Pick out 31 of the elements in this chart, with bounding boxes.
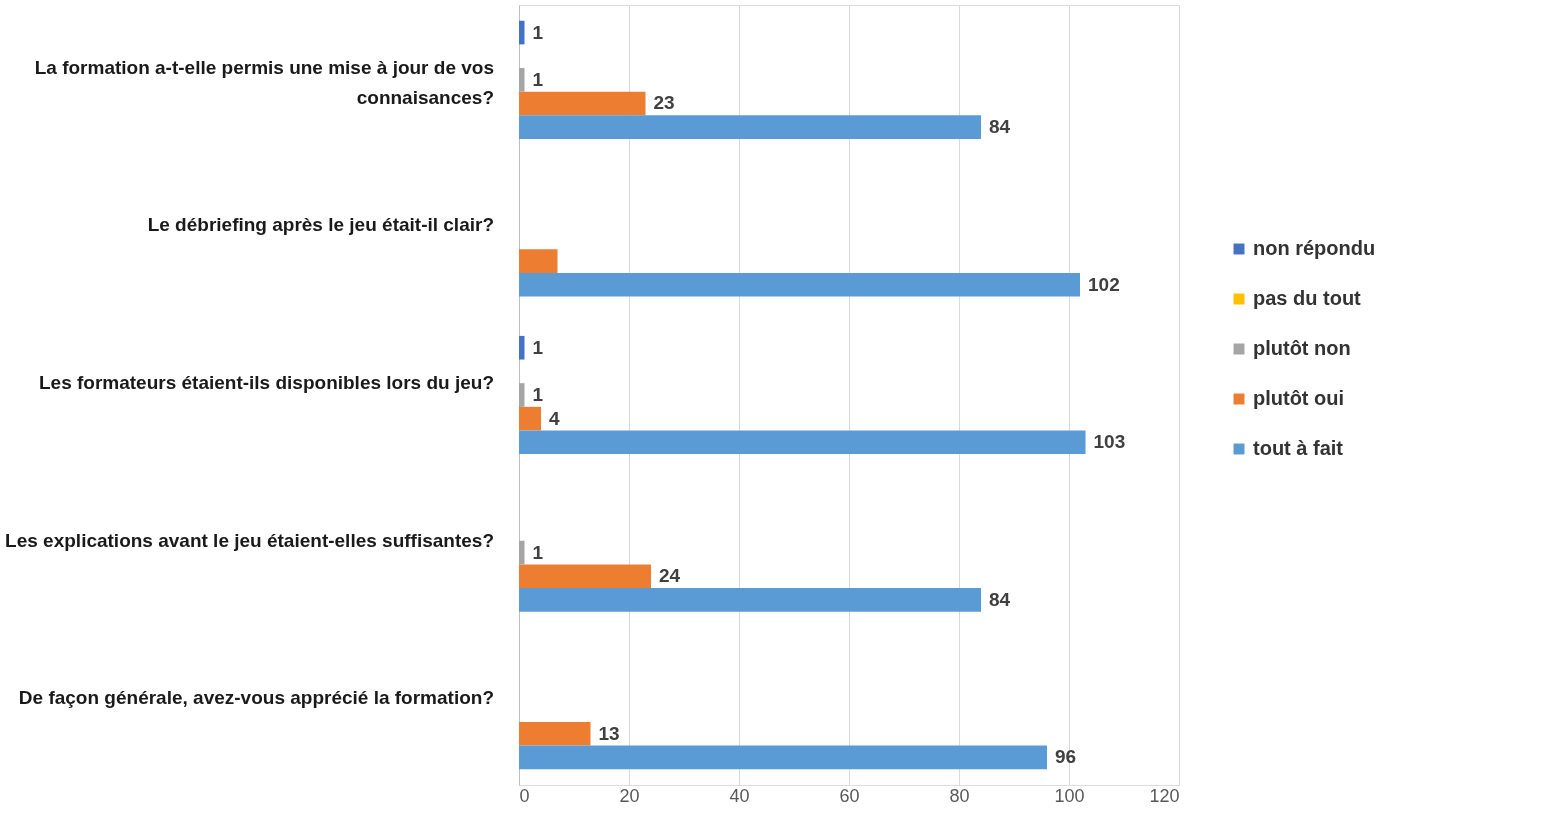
data-label: 1 (532, 21, 544, 43)
data-label: 4 (549, 407, 560, 429)
data-label: 1 (532, 68, 544, 90)
y-tick-label: De façon générale, avez-vous apprécié la formation? (18, 687, 494, 709)
data-label: 1 (532, 336, 544, 358)
data-label: 23 (653, 92, 675, 114)
data-label: 84 (989, 588, 1011, 610)
data-label: 1 (532, 384, 544, 405)
y-tick-label: Les formateurs étaient-ils disponibles lors du jeu? (38, 372, 494, 393)
legend-label: plutôt oui (1253, 387, 1345, 409)
data-label: 103 (1093, 431, 1126, 453)
data-label: 84 (989, 116, 1011, 138)
x-tick-label: 40 (729, 785, 750, 806)
x-tick-label: 20 (619, 785, 640, 806)
data-label: 96 (1055, 746, 1077, 768)
x-tick-label: 0 (519, 785, 530, 806)
y-tick-label: Le débriefing après le jeu était-il clair? (147, 214, 494, 236)
x-tick-label: 80 (949, 785, 970, 806)
data-label: 102 (1088, 273, 1120, 295)
y-tick-label: La formation a-t-elle permis une mise à jour de vos connaisances? (34, 56, 494, 108)
x-tick-label: 120 (1149, 785, 1180, 806)
y-tick-label: Les explications avant le jeu étaient-elles suffisantes? (5, 529, 494, 551)
data-label: 13 (598, 722, 620, 744)
x-tick-label: 60 (839, 785, 860, 806)
legend-label: non répondu (1253, 237, 1376, 259)
data-label: 24 (659, 565, 681, 587)
legend-label: pas du tout (1253, 287, 1362, 309)
x-tick-label: 100 (1054, 785, 1085, 806)
legend-label: tout à fait (1253, 437, 1344, 459)
legend-label: plutôt non (1253, 337, 1351, 359)
data-label: 1 (532, 541, 544, 563)
